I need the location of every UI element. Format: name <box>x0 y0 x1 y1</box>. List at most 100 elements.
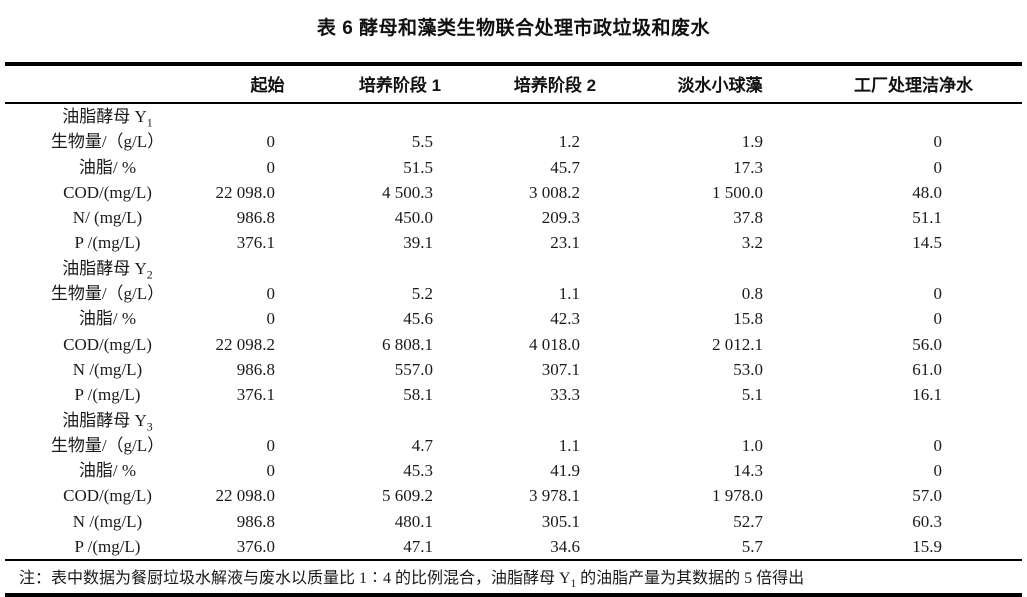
note-text-suffix: 的油脂产量为其数据的 5 倍得出 <box>576 570 805 588</box>
column-header-blank <box>5 64 210 104</box>
cell-value: 57.0 <box>912 486 942 506</box>
row-label: P /(mg/L) <box>74 233 141 253</box>
section-title: 油脂酵母 Y3 <box>5 408 210 433</box>
empty-cell <box>325 256 475 281</box>
cell-value: 557.0 <box>394 359 433 379</box>
cell-value: 5.1 <box>741 385 763 405</box>
empty-cell <box>635 408 805 433</box>
cell-value: 33.3 <box>550 385 580 405</box>
cell-value: 0 <box>266 461 276 481</box>
column-header-stage1: 培养阶段 1 <box>325 64 475 104</box>
cell-value: 5 609.2 <box>382 486 433 506</box>
cell-value: 3 008.2 <box>529 182 580 202</box>
cell-value: 22 098.2 <box>215 334 276 354</box>
cell-value: 1 500.0 <box>712 182 763 202</box>
note-text-prefix: 注：表中数据为餐厨垃圾水解液与废水以质量比 1∶4 的比例混合，油脂酵母 Y <box>19 570 571 588</box>
row-label: P /(mg/L) <box>74 537 141 557</box>
table-row: COD/(mg/L) 22 098.2 6 808.1 4 018.0 2 012.1 5… <box>5 332 1022 357</box>
table-row: 油脂/ % 0 45.6 42.3 15.8 0 <box>5 306 1022 331</box>
cell-value: 51.5 <box>403 157 433 177</box>
table-row: N/ (mg/L) 986.8 450.0 209.3 37.8 51.1 <box>5 205 1022 230</box>
cell-value: 23.1 <box>550 233 580 253</box>
empty-cell <box>325 408 475 433</box>
cell-value: 376.1 <box>236 233 275 253</box>
empty-cell <box>805 103 1022 129</box>
note-row: 注：表中数据为餐厨垃圾水解液与废水以质量比 1∶4 的比例混合，油脂酵母 Y1 … <box>5 559 1022 596</box>
section-title-subscript: 2 <box>146 267 153 282</box>
cell-value: 986.8 <box>236 359 275 379</box>
column-header-initial: 起始 <box>210 64 325 104</box>
cell-value: 1.1 <box>558 284 580 304</box>
cell-value: 0 <box>933 284 943 304</box>
cell-value: 4 500.3 <box>382 182 433 202</box>
column-header-stage2: 培养阶段 2 <box>475 64 635 104</box>
cell-value: 450.0 <box>394 208 433 228</box>
cell-value: 376.1 <box>236 385 275 405</box>
table-row: 油脂/ % 0 45.3 41.9 14.3 0 <box>5 458 1022 483</box>
section-title-text: 油脂酵母 Y <box>62 107 147 126</box>
table-row: 生物量/（g/L） 0 5.2 1.1 0.8 0 <box>5 281 1022 306</box>
cell-value: 45.3 <box>403 461 433 481</box>
cell-value: 51.1 <box>912 208 942 228</box>
section-header-row: 油脂酵母 Y3 <box>5 408 1022 433</box>
section-title-subscript: 3 <box>146 418 153 433</box>
cell-value: 39.1 <box>403 233 433 253</box>
cell-value: 52.7 <box>733 511 763 531</box>
cell-value: 1 978.0 <box>712 486 763 506</box>
cell-value: 14.3 <box>733 461 763 481</box>
row-label: 油脂/ % <box>78 461 137 481</box>
section-title-text: 油脂酵母 Y <box>62 410 147 430</box>
cell-value: 60.3 <box>912 511 942 531</box>
empty-cell <box>475 408 635 433</box>
section-header-row: 油脂酵母 Y2 <box>5 256 1022 281</box>
empty-cell <box>325 103 475 129</box>
cell-value: 17.3 <box>733 157 763 177</box>
cell-value: 0 <box>933 435 943 455</box>
row-label: P /(mg/L) <box>74 385 141 405</box>
table-container: 起始 培养阶段 1 培养阶段 2 淡水小球藻 工厂处理洁净水 油脂酵母 Y1 生物… <box>5 62 1022 597</box>
cell-value: 0 <box>266 309 276 329</box>
cell-value: 986.8 <box>236 511 275 531</box>
empty-cell <box>805 256 1022 281</box>
section-title-text: 油脂酵母 Y <box>62 258 147 278</box>
cell-value: 42.3 <box>550 309 580 329</box>
cell-value: 45.6 <box>403 309 433 329</box>
table-body: 油脂酵母 Y1 生物量/（g/L） 0 5.5 1.2 1.9 0 油脂/ % 0 51.5 45.… <box>5 103 1022 560</box>
cell-value: 0 <box>933 157 943 177</box>
cell-value: 22 098.0 <box>215 486 276 506</box>
table-header: 起始 培养阶段 1 培养阶段 2 淡水小球藻 工厂处理洁净水 <box>5 64 1022 104</box>
empty-cell <box>210 408 325 433</box>
row-label: N /(mg/L) <box>72 511 143 531</box>
row-label: 生物量/（g/L） <box>50 132 165 152</box>
cell-value: 58.1 <box>403 385 433 405</box>
cell-value: 5.5 <box>411 132 433 152</box>
cell-value: 0 <box>266 157 276 177</box>
cell-value: 47.1 <box>403 537 433 557</box>
empty-cell <box>475 103 635 129</box>
table-note: 注：表中数据为餐厨垃圾水解液与废水以质量比 1∶4 的比例混合，油脂酵母 Y1 … <box>5 559 1022 596</box>
empty-cell <box>210 103 325 129</box>
column-header-chlorella: 淡水小球藻 <box>635 64 805 104</box>
section-title: 油脂酵母 Y2 <box>5 256 210 281</box>
empty-cell <box>635 103 805 129</box>
cell-value: 53.0 <box>733 359 763 379</box>
cell-value: 0 <box>266 132 276 152</box>
cell-value: 209.3 <box>541 208 580 228</box>
empty-cell <box>475 256 635 281</box>
table-row: N /(mg/L) 986.8 480.1 305.1 52.7 60.3 <box>5 509 1022 534</box>
cell-value: 61.0 <box>912 359 942 379</box>
table-row: COD/(mg/L) 22 098.0 5 609.2 3 978.1 1 978.0 5… <box>5 483 1022 508</box>
cell-value: 14.5 <box>912 233 942 253</box>
cell-value: 56.0 <box>912 334 942 354</box>
table-row: 油脂/ % 0 51.5 45.7 17.3 0 <box>5 155 1022 180</box>
cell-value: 305.1 <box>541 511 580 531</box>
cell-value: 0.8 <box>741 284 763 304</box>
cell-value: 0 <box>933 461 943 481</box>
section-header-row: 油脂酵母 Y1 <box>5 103 1022 129</box>
cell-value: 307.1 <box>541 359 580 379</box>
data-table: 起始 培养阶段 1 培养阶段 2 淡水小球藻 工厂处理洁净水 油脂酵母 Y1 生物… <box>5 62 1022 597</box>
page-title: 表 6 酵母和藻类生物联合处理市政垃圾和废水 <box>316 18 711 39</box>
section-title: 油脂酵母 Y1 <box>5 103 210 129</box>
column-header-plant-water: 工厂处理洁净水 <box>805 64 1022 104</box>
table-row: P /(mg/L) 376.1 58.1 33.3 5.1 16.1 <box>5 382 1022 407</box>
